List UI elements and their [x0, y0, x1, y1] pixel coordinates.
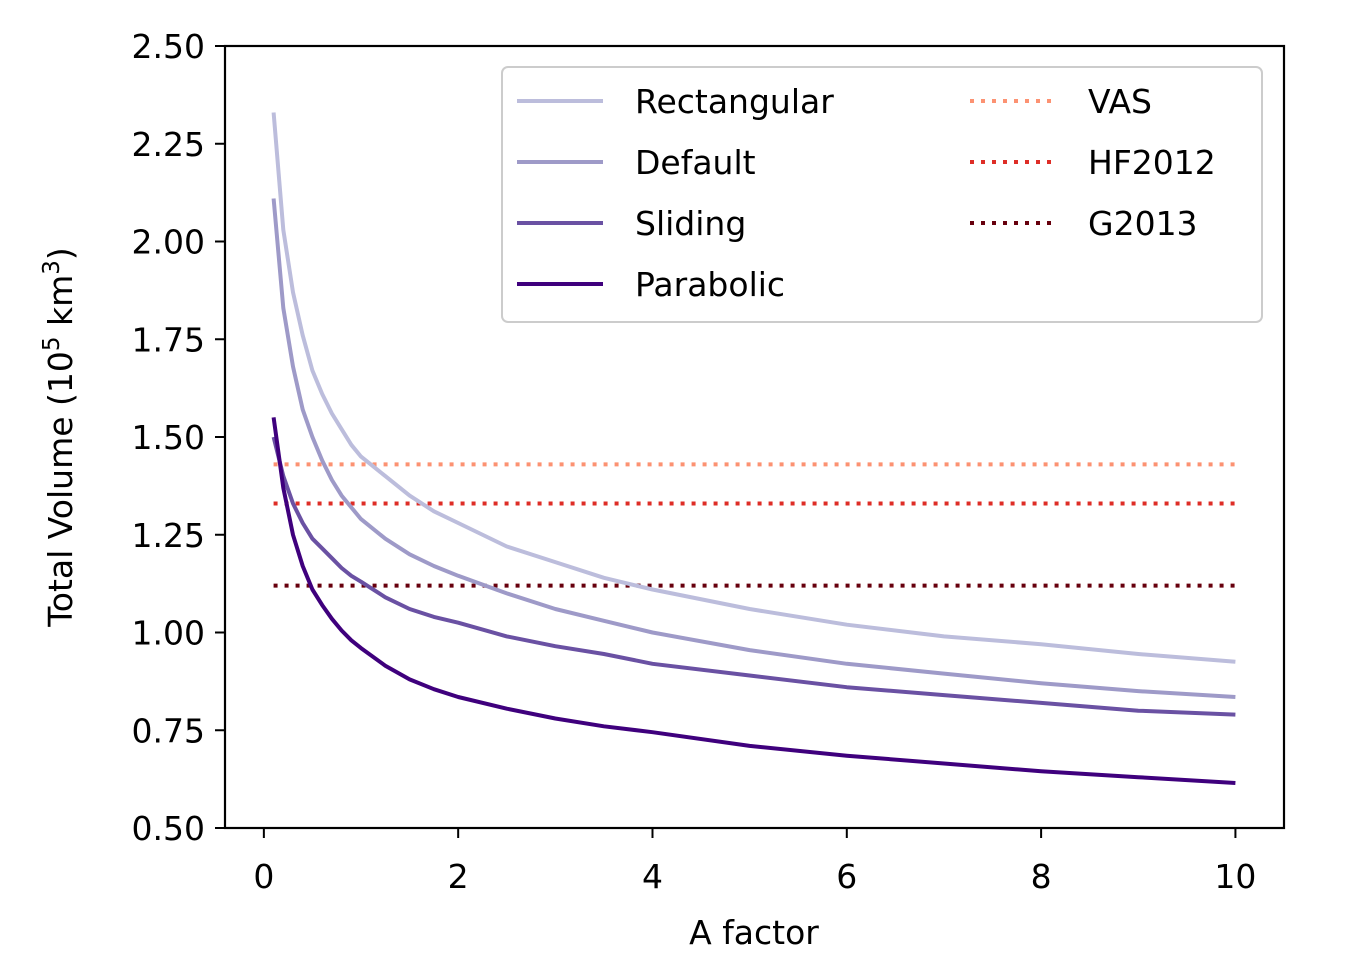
- legend: Rectangular Default Sliding Parabolic VAS HF2…: [501, 66, 1263, 323]
- x-tick-label: 6: [836, 857, 857, 896]
- y-axis-label-exponent-1: 5: [39, 336, 65, 351]
- y-axis-label-exponent-2: 3: [39, 260, 65, 275]
- x-axis-label: A factor: [689, 913, 819, 952]
- legend-box: [501, 66, 1263, 323]
- series-line-sliding: [271, 436, 1236, 717]
- legend-label-g2013: G2013: [1088, 204, 1198, 243]
- legend-label-rectangular: Rectangular: [635, 82, 834, 121]
- legend-items: Rectangular Default Sliding Parabolic VAS HF2…: [517, 82, 1216, 304]
- y-tick-label: 1.25: [132, 516, 205, 555]
- plot-series: [271, 112, 1236, 785]
- legend-label-sliding: Sliding: [635, 204, 746, 243]
- y-tick-label: 2.25: [132, 125, 205, 164]
- x-tick-label: 10: [1214, 857, 1256, 896]
- series-line-rectangular: [271, 112, 1236, 664]
- y-axis-label-close: ): [41, 247, 80, 260]
- y-tick-label: 1.75: [132, 320, 205, 359]
- y-axis-ticks: 0.50 0.75 1.00 1.25 1.50 1.75 2.00 2.25 2.50: [132, 27, 225, 848]
- legend-label-vas: VAS: [1088, 82, 1152, 121]
- legend-label-default: Default: [635, 143, 756, 182]
- y-tick-label: 1.50: [132, 418, 205, 457]
- y-tick-label: 1.00: [132, 614, 205, 653]
- legend-label-hf2012: HF2012: [1088, 143, 1216, 182]
- y-axis-label-main: Total Volume (10: [41, 351, 80, 628]
- series-line-default: [271, 198, 1236, 699]
- x-axis-ticks: 0 2 4 6 8 10: [253, 828, 1256, 896]
- y-tick-label: 0.75: [132, 711, 205, 750]
- y-tick-label: 2.00: [132, 223, 205, 262]
- y-tick-label: 2.50: [132, 27, 205, 66]
- series-line-parabolic: [271, 417, 1236, 785]
- x-tick-label: 8: [1031, 857, 1052, 896]
- x-tick-label: 4: [642, 857, 663, 896]
- x-tick-label: 0: [253, 857, 274, 896]
- y-axis-label: Total Volume (105 km3): [39, 247, 80, 628]
- x-tick-label: 2: [448, 857, 469, 896]
- y-axis-label-unit: km: [41, 275, 80, 337]
- legend-label-parabolic: Parabolic: [635, 265, 785, 304]
- y-tick-label: 0.50: [132, 809, 205, 848]
